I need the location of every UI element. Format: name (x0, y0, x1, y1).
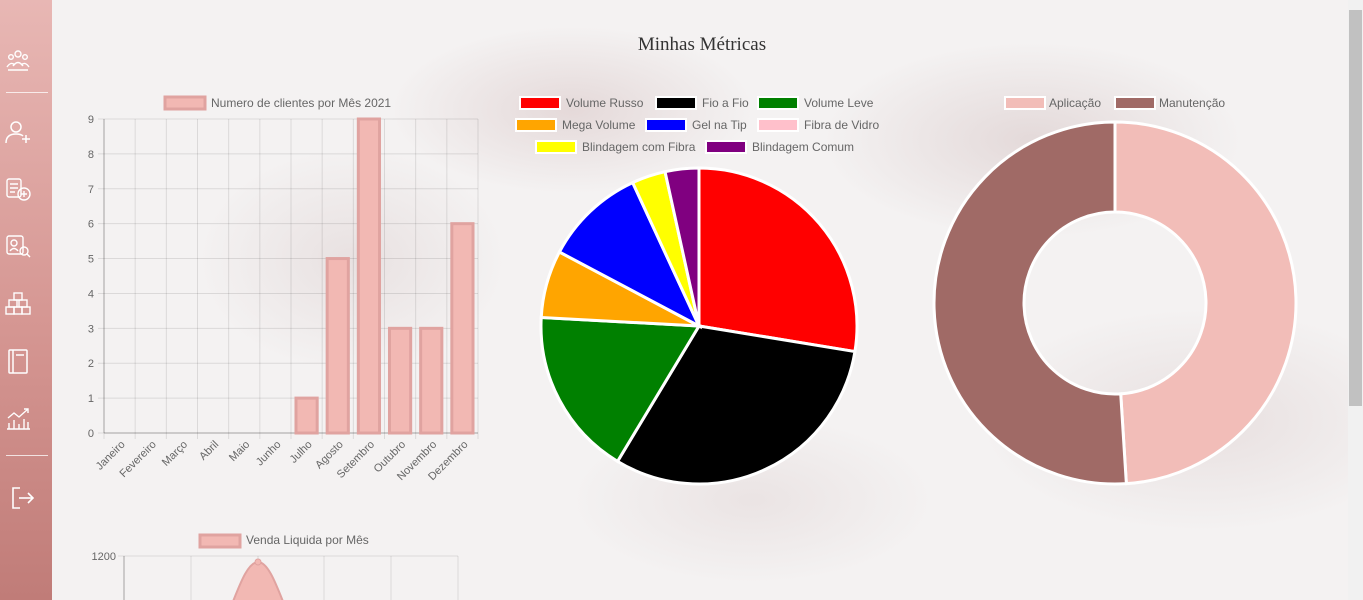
service-type-doughnut-chart: Aplicação Manutenção (932, 96, 1298, 486)
x-tick-label: Julho (288, 439, 315, 466)
legend-swatch (655, 96, 697, 110)
y-tick-label: 5 (88, 254, 94, 266)
bar (387, 326, 413, 435)
y-tick-label: 7 (88, 184, 94, 196)
scrollbar-thumb[interactable] (1349, 10, 1362, 406)
legend-label: Volume Leve (804, 96, 874, 110)
pie-slice (697, 166, 859, 354)
legend-label: Gel na Tip (692, 118, 747, 132)
page-title: Minhas Métricas (637, 34, 767, 55)
legend-label: Manutenção (1159, 96, 1225, 110)
legend-swatch (757, 96, 799, 110)
y-tick-label: 8 (88, 149, 94, 161)
y-tick-label: 3 (88, 323, 94, 335)
doughnut-chart-legend: Aplicação Manutenção (1004, 96, 1225, 110)
legend-label: Fio a Fio (702, 96, 749, 110)
x-tick-label: Junho (254, 439, 284, 469)
legend-label: Mega Volume (562, 118, 636, 132)
legend-swatch (519, 96, 561, 110)
y-tick-label: 1200 (92, 551, 116, 563)
pie-slice (663, 166, 701, 327)
legend-label: Venda Liquida por Mês (246, 533, 369, 547)
book-icon[interactable] (4, 347, 32, 375)
add-service-icon[interactable] (4, 175, 32, 203)
add-user-icon[interactable] (4, 118, 32, 146)
legend-label: Blindagem Comum (752, 140, 854, 154)
clients-bar-chart: Numero de clientes por Mês 2021 0 1 2 3 4 5 6 7 8… (88, 95, 479, 483)
legend-label: Volume Russo (566, 96, 644, 110)
legend-label: Aplicação (1049, 96, 1101, 110)
legend-swatch (1004, 96, 1046, 110)
legend-swatch (645, 118, 687, 132)
stock-boxes-icon[interactable] (4, 290, 32, 318)
legend-swatch (705, 140, 747, 154)
bar (450, 222, 475, 435)
sidebar (0, 0, 52, 600)
legend-label: Blindagem com Fibra (582, 140, 696, 154)
page-scrollbar[interactable] (1348, 0, 1363, 600)
legend-label: Numero de clientes por Mês 2021 (211, 96, 391, 110)
bar (325, 257, 350, 435)
legend-swatch (163, 95, 207, 111)
bar (419, 326, 444, 435)
doughnut-segment (1113, 120, 1298, 486)
y-tick-label: 9 (88, 114, 94, 126)
services-pie-chart: Volume Russo Fio a Fio Volume Leve Mega Vol… (515, 96, 879, 486)
y-tick-label: 1 (88, 393, 94, 405)
y-tick-label: 6 (88, 219, 94, 231)
logout-icon[interactable] (8, 484, 36, 512)
pie-chart-legend: Volume Russo Fio a Fio Volume Leve Mega Vol… (515, 96, 879, 154)
y-tick-label: 0 (88, 428, 94, 440)
x-tick-label: Abril (197, 439, 221, 463)
data-point (254, 558, 262, 566)
x-tick-label: Março (160, 439, 190, 469)
y-tick-label: 4 (88, 288, 94, 300)
legend-swatch (1114, 96, 1156, 110)
legend-swatch (757, 118, 799, 132)
sidebar-divider (6, 92, 48, 93)
pie-slice (539, 315, 702, 464)
doughnut-segment (932, 120, 1128, 486)
area-chart-legend: Venda Liquida por Mês (198, 533, 369, 549)
legend-label: Fibra de Vidro (804, 118, 879, 132)
pie-slice (557, 180, 703, 330)
metrics-icon[interactable] (4, 404, 32, 432)
net-sales-area-chart: Venda Liquida por Mês 1200 (92, 533, 459, 600)
y-tick-label: 2 (88, 358, 94, 370)
client-search-icon[interactable] (4, 232, 32, 260)
legend-swatch (515, 118, 557, 132)
bar-chart-legend: Numero de clientes por Mês 2021 (163, 95, 391, 111)
legend-swatch (198, 533, 242, 549)
bar (356, 117, 382, 435)
team-icon[interactable] (4, 46, 32, 74)
sidebar-divider (6, 455, 48, 456)
x-tick-label: Maio (227, 439, 252, 464)
legend-swatch (535, 140, 577, 154)
area-fill (232, 560, 284, 600)
bar (294, 396, 319, 435)
